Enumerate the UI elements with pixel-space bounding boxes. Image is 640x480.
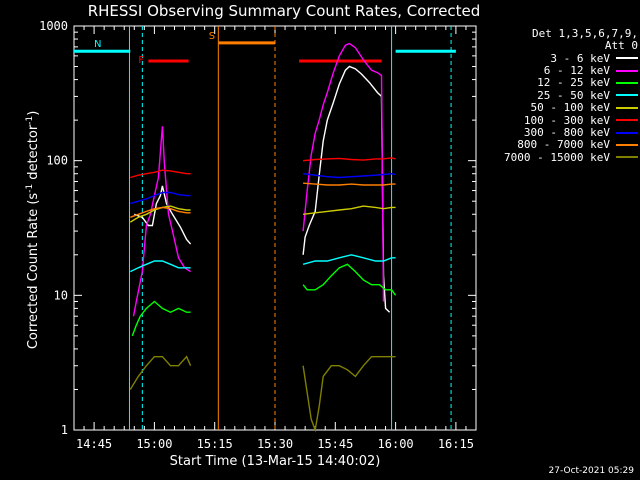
legend-swatch	[616, 106, 638, 109]
x-tick-label: 15:15	[197, 437, 233, 451]
night-label: N	[94, 39, 101, 50]
legend-swatch	[616, 94, 638, 97]
legend-entry-label: 6 - 12 keV	[543, 64, 610, 78]
legend-entry-label: 800 - 7000 keV	[517, 138, 610, 152]
legend-swatch	[616, 81, 638, 84]
legend-swatch	[616, 119, 638, 122]
series-line-5	[130, 169, 191, 179]
x-tick-label: 16:00	[378, 437, 414, 451]
series-line-1	[132, 126, 191, 317]
legend-entry: 6 - 12 keV	[476, 64, 638, 78]
legend-entry: 25 - 50 keV	[476, 88, 638, 102]
series-line-7	[303, 182, 396, 186]
chart-title: RHESSI Observing Summary Count Rates, Co…	[87, 2, 481, 20]
legend-swatch	[616, 143, 638, 146]
legend-entry: 800 - 7000 keV	[476, 138, 638, 152]
series-line-2	[302, 263, 397, 296]
series-line-8	[129, 355, 192, 390]
series-line-3	[129, 260, 191, 273]
y-tick-label: 1000	[39, 19, 68, 33]
legend-entry-label: 7000 - 15000 keV	[504, 150, 610, 164]
legend-header-attenuator: Att 0	[604, 39, 638, 52]
series-line-2	[131, 300, 191, 337]
y-axis-label: Corrected Count Rate (s-1 detector-1)	[24, 110, 42, 350]
y-tick-label: 100	[46, 154, 68, 168]
series-line-6	[130, 191, 191, 205]
series-line-6	[303, 172, 396, 179]
series-line-4	[303, 205, 396, 215]
legend-entry-label: 300 - 800 keV	[523, 126, 610, 140]
legend: Det 1,3,5,6,7,9, Att 0 3 - 6 keV 6 - 12 k…	[476, 28, 638, 164]
legend-entry-label: 3 - 6 keV	[550, 51, 610, 65]
legend-rows: 3 - 6 keV 6 - 12 keV 12 - 25 keV 25 - 50 ke…	[476, 52, 638, 164]
y-tick-label: 10	[54, 288, 68, 302]
series-line-5	[303, 157, 396, 162]
legend-swatch	[616, 131, 638, 134]
x-tick-label: 16:15	[438, 437, 474, 451]
x-axis-label: Start Time (13-Mar-15 14:40:02)	[169, 454, 381, 469]
legend-swatch	[616, 57, 638, 60]
plot-area: 1 10 100 1000 14:45 15:00 15:15 15:30 15:45 16:00…	[39, 19, 477, 451]
series-line-8	[302, 356, 396, 433]
flare-label: F	[138, 55, 144, 66]
legend-entry: 7000 - 15000 keV	[476, 150, 638, 164]
datestamp: 27-Oct-2021 05:29	[548, 466, 634, 476]
legend-entry: 100 - 300 keV	[476, 113, 638, 127]
legend-entry: 50 - 100 keV	[476, 101, 638, 115]
x-tick-label: 15:00	[136, 437, 172, 451]
saa-label: S	[209, 31, 215, 42]
legend-entry: 300 - 800 keV	[476, 126, 638, 140]
x-tick-label: 14:45	[76, 437, 112, 451]
y-tick-label: 1	[61, 423, 68, 437]
legend-entry-label: 25 - 50 keV	[537, 88, 610, 102]
legend-swatch	[616, 69, 638, 72]
series-line-7	[130, 206, 191, 218]
legend-swatch	[616, 156, 638, 159]
legend-entry-label: 50 - 100 keV	[530, 101, 610, 115]
legend-entry: 3 - 6 keV	[476, 51, 638, 65]
series-line-1	[302, 42, 385, 302]
legend-entry: 12 - 25 keV	[476, 76, 638, 90]
legend-entry-label: 100 - 300 keV	[523, 113, 610, 127]
legend-header-detectors: Det 1,3,5,6,7,9,	[532, 27, 638, 40]
x-tick-label: 15:30	[257, 437, 293, 451]
legend-entry-label: 12 - 25 keV	[537, 76, 610, 90]
x-tick-label: 15:45	[317, 437, 353, 451]
series-line-0	[302, 65, 391, 313]
series-line-3	[302, 254, 396, 265]
